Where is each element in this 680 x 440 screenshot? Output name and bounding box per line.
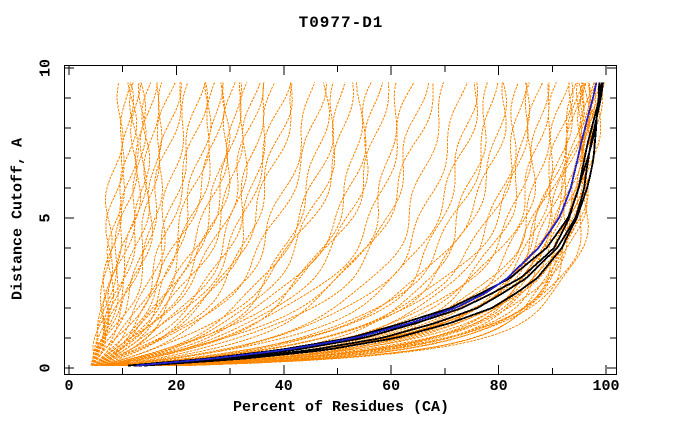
x-tick-label-20: 20	[167, 378, 186, 395]
y-axis-label: Distance Cutoff, A	[9, 137, 27, 301]
model-curve	[125, 82, 507, 367]
model-curve	[138, 82, 531, 367]
model-curve	[93, 82, 242, 366]
model-curve	[109, 82, 430, 367]
model-curve	[99, 82, 316, 367]
model-curve	[131, 82, 544, 367]
model-curve	[90, 82, 124, 366]
model-curve	[153, 82, 594, 367]
model-curve	[183, 82, 586, 367]
reference-curve	[128, 82, 603, 367]
model-curve	[142, 82, 574, 367]
curves-canvas	[65, 66, 616, 374]
plot-area	[64, 65, 617, 375]
model-curve	[92, 82, 209, 366]
model-curve	[104, 82, 434, 367]
model-curve	[91, 82, 176, 366]
model-curve	[95, 82, 265, 367]
model-curve	[124, 82, 479, 367]
y-tick-label-5: 5	[37, 213, 55, 223]
model-curve	[157, 82, 587, 367]
model-curve	[91, 82, 158, 366]
model-curve	[96, 82, 231, 367]
model-curve	[91, 82, 131, 366]
model-curve	[169, 82, 597, 367]
model-curve	[98, 82, 327, 367]
model-curve	[146, 82, 605, 367]
model-curve	[97, 82, 261, 367]
model-curve	[118, 82, 507, 367]
model-curve	[95, 82, 248, 367]
model-curve	[91, 82, 163, 366]
model-curve	[90, 82, 160, 366]
model-curve	[97, 82, 293, 367]
model-curve	[90, 82, 135, 366]
model-curve	[114, 82, 478, 367]
model-curve	[94, 82, 224, 367]
model-curve	[95, 82, 292, 367]
model-curve	[106, 82, 383, 367]
model-curve	[141, 82, 583, 367]
model-curve	[104, 82, 372, 367]
model-curve	[127, 82, 550, 367]
model-curve	[102, 82, 390, 367]
model-curve	[159, 82, 573, 367]
model-curve	[133, 82, 519, 367]
model-curve	[106, 82, 415, 367]
model-curve	[95, 82, 236, 367]
model-curve	[174, 82, 602, 367]
model-curve	[91, 82, 152, 366]
x-tick-label-0: 0	[64, 378, 74, 395]
model-curve	[143, 82, 550, 367]
y-tick-label-10: 10	[37, 58, 55, 78]
model-curve	[167, 82, 585, 367]
highlight-curve	[136, 82, 598, 367]
model-curve	[115, 82, 468, 367]
model-curve	[91, 82, 182, 366]
model-curve	[91, 82, 142, 366]
model-curve	[90, 82, 182, 366]
x-tick-label-40: 40	[274, 378, 293, 395]
model-curve	[100, 82, 355, 367]
model-curve	[91, 82, 146, 366]
model-curve	[91, 82, 139, 366]
model-curve	[92, 82, 225, 366]
model-curve	[125, 82, 528, 367]
model-curve	[104, 82, 346, 367]
model-curve	[95, 82, 242, 367]
model-curve	[93, 82, 206, 366]
x-axis-label: Percent of Residues (CA)	[232, 399, 450, 416]
x-tick-label-100: 100	[592, 378, 620, 395]
model-curve	[103, 82, 330, 367]
model-curve	[163, 82, 604, 367]
model-curve	[120, 82, 499, 367]
x-tick-label-80: 80	[489, 378, 508, 395]
model-curve	[136, 82, 592, 367]
model-curve	[186, 82, 602, 367]
model-curve	[138, 82, 577, 367]
model-curve	[90, 82, 138, 366]
y-tick-label-0: 0	[37, 363, 55, 373]
model-curve	[98, 82, 276, 367]
model-curve	[94, 82, 264, 367]
model-curve	[94, 82, 216, 367]
x-tick-label-60: 60	[382, 378, 401, 395]
model-curve	[158, 82, 603, 367]
model-curve	[149, 82, 570, 367]
model-curve	[130, 82, 584, 367]
plot-title: T0977-D1	[298, 14, 384, 32]
model-curve	[96, 82, 293, 367]
reference-curve	[138, 82, 604, 367]
model-curve	[113, 82, 445, 367]
reference-curve	[133, 82, 601, 367]
reference-curve	[143, 82, 603, 367]
